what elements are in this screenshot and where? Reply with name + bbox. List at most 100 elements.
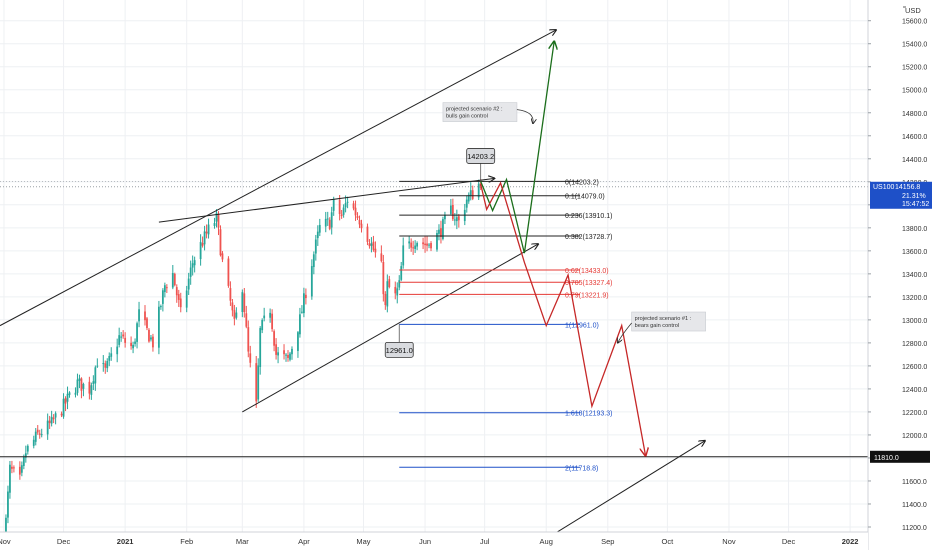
candle[interactable] [430,241,432,252]
trendline-resistance[interactable] [158,178,495,223]
candle[interactable] [90,382,93,400]
candle[interactable] [477,179,480,201]
candle[interactable] [354,200,357,221]
candle[interactable] [416,241,419,251]
candle[interactable] [235,307,238,320]
candle[interactable] [62,393,65,419]
candle[interactable] [36,425,39,435]
candle[interactable] [96,358,99,368]
candle[interactable] [136,321,138,349]
candle[interactable] [207,218,210,239]
candle[interactable] [382,254,385,302]
candle[interactable] [161,288,164,312]
candle[interactable] [110,347,113,361]
trendline-upper-channel[interactable] [0,30,556,327]
candle[interactable] [412,240,415,255]
candle[interactable] [277,346,279,364]
candle[interactable] [422,237,424,250]
candle[interactable] [358,215,361,229]
candle[interactable] [310,259,313,300]
candle[interactable] [275,338,277,360]
candle[interactable] [20,461,23,477]
candle[interactable] [189,260,192,285]
candle[interactable] [318,218,321,237]
scenario-bears-note[interactable]: projected scenario #1 :bears gain contro… [618,311,706,343]
candle[interactable] [457,213,460,228]
candle[interactable] [120,332,123,342]
candle[interactable] [273,329,276,352]
candle[interactable] [177,289,180,307]
candle[interactable] [324,211,327,233]
candle[interactable] [34,428,37,446]
candle[interactable] [9,460,11,499]
candle[interactable] [221,251,224,263]
candle[interactable] [243,287,246,318]
price-callout[interactable]: 12961.0 [384,324,414,358]
candle[interactable] [340,209,343,219]
candle[interactable] [352,200,355,211]
candle[interactable] [64,396,67,412]
candle[interactable] [32,435,35,449]
candle[interactable] [118,327,121,348]
candle[interactable] [289,351,291,362]
candle[interactable] [187,272,190,296]
candle[interactable] [291,346,293,360]
candle[interactable] [314,234,317,261]
candle[interactable] [269,308,272,323]
candle[interactable] [316,225,319,246]
candle[interactable] [330,206,333,235]
candle[interactable] [116,338,119,363]
candle[interactable] [245,305,248,329]
candle[interactable] [134,338,136,347]
candle[interactable] [388,275,391,289]
candle[interactable] [436,229,438,252]
scenario-bulls-path[interactable] [480,41,554,254]
candle[interactable] [205,224,208,239]
candle[interactable] [372,235,375,252]
candle[interactable] [312,251,315,275]
candle[interactable] [185,285,188,313]
candle[interactable] [175,284,178,303]
scenario-bears-path[interactable] [480,181,646,456]
candle[interactable] [50,410,53,427]
candle[interactable] [328,217,331,231]
candle[interactable] [80,377,83,399]
candle[interactable] [106,358,109,373]
candle[interactable] [191,255,194,276]
candle[interactable] [426,235,428,252]
candle[interactable] [102,355,105,372]
candle[interactable] [124,332,127,348]
candle[interactable] [368,239,371,249]
candle[interactable] [152,333,154,352]
candle[interactable] [132,341,134,354]
candle[interactable] [285,353,287,362]
candle[interactable] [241,289,244,318]
last-price-badge[interactable]: US100 14156.8 21.31%15:47:52 [870,181,932,209]
candle[interactable] [396,282,399,304]
candle[interactable] [76,373,79,396]
candle[interactable] [7,485,9,524]
candle[interactable] [402,237,405,269]
candle[interactable] [370,237,373,253]
candle[interactable] [18,461,21,480]
candle[interactable] [88,376,91,400]
candle[interactable] [163,282,166,298]
candle[interactable] [455,209,458,230]
candle[interactable] [38,429,41,439]
candle[interactable] [60,411,63,418]
candle[interactable] [428,243,430,249]
candle[interactable] [179,292,182,313]
candle[interactable] [261,318,264,334]
candle[interactable] [92,375,95,391]
time-axis[interactable]: Nov Dec 2021 Feb Mar Apr May Jun Jul Aug Sep Oct Nov… [0,537,858,546]
candle[interactable] [173,272,176,287]
candle[interactable] [108,352,111,367]
candle[interactable] [233,304,236,326]
candle[interactable] [213,217,216,229]
candle[interactable] [255,355,258,408]
candle[interactable] [297,331,299,358]
candle[interactable] [380,245,383,263]
trendline-lower-channel[interactable] [242,244,538,413]
candle[interactable] [227,256,230,288]
candle[interactable] [215,209,218,228]
